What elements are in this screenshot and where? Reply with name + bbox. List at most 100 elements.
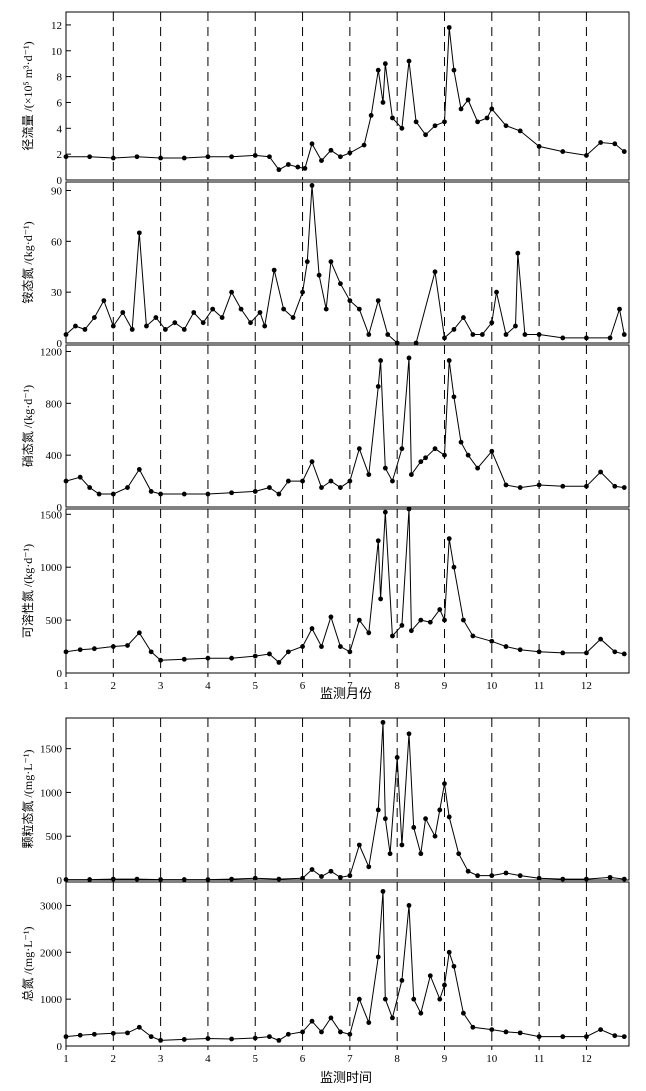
data-point bbox=[347, 298, 353, 304]
data-point bbox=[252, 489, 258, 494]
data-point bbox=[252, 875, 258, 881]
data-point bbox=[191, 310, 197, 315]
data-point bbox=[375, 954, 381, 960]
data-point bbox=[356, 306, 362, 312]
data-point bbox=[503, 123, 509, 129]
data-point bbox=[110, 323, 116, 329]
x-axis-label-bottom: 监测时间 bbox=[320, 1070, 372, 1085]
data-point bbox=[378, 358, 384, 363]
series-line bbox=[65, 891, 625, 1041]
data-point bbox=[158, 155, 164, 161]
data-point bbox=[309, 459, 315, 465]
data-point bbox=[503, 482, 509, 488]
data-point bbox=[267, 651, 272, 657]
y-tick-label: 8 bbox=[57, 72, 63, 84]
data-point bbox=[442, 119, 447, 125]
data-point bbox=[125, 643, 130, 648]
data-point bbox=[328, 868, 334, 874]
y-axis-label: 总氮 /(mg·L⁻¹) bbox=[20, 927, 35, 1002]
data-point bbox=[229, 490, 234, 496]
data-point bbox=[356, 842, 362, 848]
data-point bbox=[276, 167, 282, 173]
chart-panel-1: 0 2 4 6 8 10 12 径流量 /(×10⁵ m³·d⁻¹) bbox=[21, 11, 630, 187]
x-tick-label: 1 bbox=[63, 680, 69, 692]
data-point bbox=[411, 996, 417, 1002]
x-tick-label: 2 bbox=[111, 1053, 117, 1065]
data-point bbox=[276, 1037, 282, 1043]
y-tick-label: 4 bbox=[57, 123, 63, 135]
data-point bbox=[134, 154, 140, 160]
data-point bbox=[621, 149, 627, 154]
data-point bbox=[285, 649, 291, 655]
data-point bbox=[125, 485, 130, 490]
series-line bbox=[65, 357, 625, 495]
y-tick-label: 0 bbox=[57, 1041, 63, 1053]
data-point bbox=[560, 1034, 566, 1040]
data-point bbox=[338, 281, 343, 287]
data-point bbox=[110, 876, 116, 882]
data-point bbox=[316, 272, 322, 278]
data-point bbox=[432, 123, 438, 129]
x-tick-label: 10 bbox=[486, 1053, 498, 1065]
data-point bbox=[621, 1034, 627, 1040]
data-point bbox=[323, 306, 329, 312]
data-point bbox=[406, 731, 412, 737]
data-point bbox=[77, 474, 83, 480]
data-point bbox=[380, 719, 386, 725]
data-point bbox=[380, 888, 386, 894]
y-tick-label: 800 bbox=[46, 398, 63, 410]
x-tick-label: 2 bbox=[111, 680, 117, 692]
data-point bbox=[101, 298, 107, 304]
data-point bbox=[110, 491, 116, 497]
plot-frame bbox=[65, 181, 630, 344]
data-point bbox=[375, 807, 381, 813]
series-line bbox=[66, 722, 625, 881]
data-point bbox=[385, 332, 391, 337]
data-point bbox=[446, 949, 452, 955]
data-point bbox=[319, 1029, 324, 1035]
data-point bbox=[267, 154, 272, 160]
data-point bbox=[427, 619, 433, 625]
data-point bbox=[338, 874, 343, 880]
data-point bbox=[229, 876, 234, 882]
data-point bbox=[387, 851, 393, 857]
y-tick-label: 1500 bbox=[40, 744, 63, 756]
data-point bbox=[461, 1010, 466, 1016]
data-point bbox=[406, 355, 412, 361]
data-point bbox=[347, 150, 353, 156]
y-tick-label: 6 bbox=[57, 97, 63, 109]
x-tick-label: 8 bbox=[394, 1053, 400, 1065]
data-point bbox=[347, 478, 353, 484]
data-point bbox=[517, 485, 523, 490]
data-point bbox=[200, 320, 206, 326]
data-point bbox=[503, 1029, 509, 1035]
data-point bbox=[302, 165, 308, 171]
data-point bbox=[366, 864, 372, 870]
x-tick-label: 6 bbox=[300, 1053, 306, 1065]
data-point bbox=[110, 644, 116, 649]
data-point bbox=[621, 485, 627, 490]
data-point bbox=[451, 564, 457, 570]
data-point bbox=[158, 877, 164, 882]
data-point bbox=[442, 452, 447, 458]
data-point bbox=[82, 327, 88, 332]
data-point bbox=[442, 335, 447, 341]
data-point bbox=[276, 876, 282, 882]
data-point bbox=[423, 816, 428, 822]
data-point bbox=[300, 875, 305, 881]
data-point bbox=[252, 1035, 258, 1041]
data-point bbox=[248, 320, 253, 326]
data-point bbox=[285, 1031, 291, 1037]
data-point bbox=[406, 903, 412, 908]
data-point bbox=[382, 996, 388, 1002]
data-point bbox=[63, 649, 69, 655]
data-point bbox=[205, 655, 211, 661]
data-point bbox=[148, 489, 154, 494]
y-tick-label: 400 bbox=[46, 450, 63, 462]
data-point bbox=[461, 315, 466, 320]
data-point bbox=[432, 833, 438, 839]
data-point bbox=[91, 1031, 97, 1037]
x-tick-label: 9 bbox=[442, 1053, 448, 1065]
data-point bbox=[366, 472, 372, 477]
